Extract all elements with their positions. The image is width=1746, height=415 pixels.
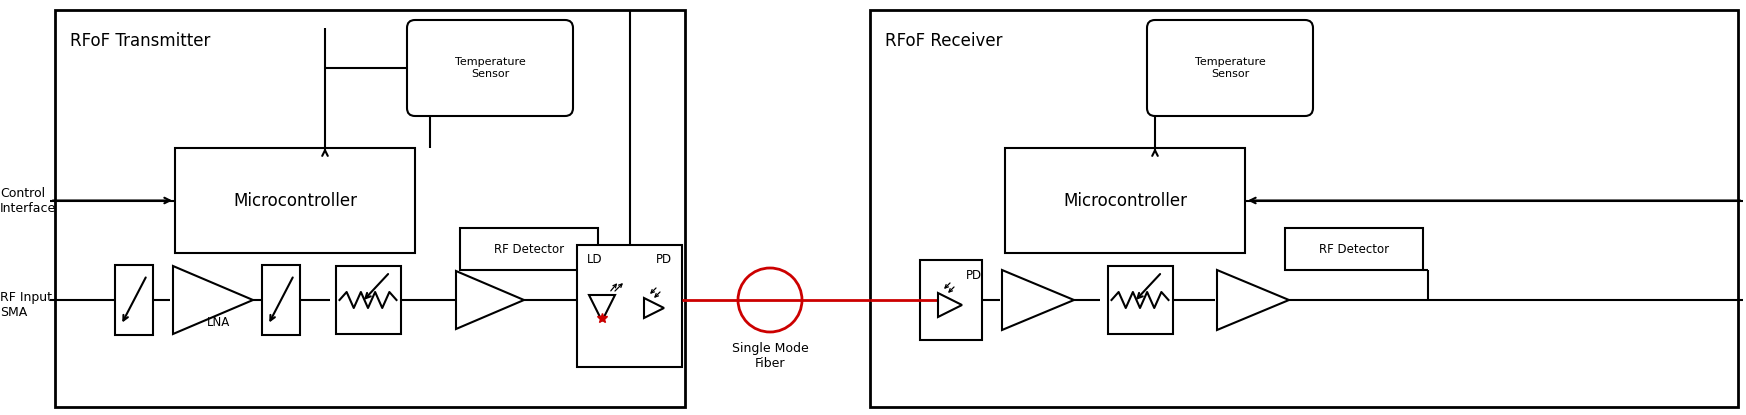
Text: LNA: LNA <box>206 315 230 329</box>
Text: Single Mode
Fiber: Single Mode Fiber <box>732 342 808 370</box>
Bar <box>1006 148 1245 253</box>
Text: Microcontroller: Microcontroller <box>1063 191 1187 210</box>
Bar <box>1285 228 1423 270</box>
Bar <box>576 245 683 367</box>
Polygon shape <box>588 295 615 321</box>
Text: Temperature
Sensor: Temperature Sensor <box>454 57 526 79</box>
Text: RFoF Receiver: RFoF Receiver <box>885 32 1002 50</box>
Bar <box>175 148 416 253</box>
Text: RF Input
SMA: RF Input SMA <box>0 291 52 319</box>
Bar <box>262 265 300 335</box>
Text: LD: LD <box>587 252 602 266</box>
Text: RF Detector: RF Detector <box>1318 242 1390 256</box>
Polygon shape <box>644 298 663 318</box>
Bar <box>870 10 1737 407</box>
Polygon shape <box>173 266 253 334</box>
Bar <box>920 260 981 340</box>
Polygon shape <box>1002 270 1074 330</box>
Text: RF Detector: RF Detector <box>494 242 564 256</box>
Polygon shape <box>938 293 962 317</box>
FancyBboxPatch shape <box>1147 20 1313 116</box>
Text: Control
Interface: Control Interface <box>0 186 56 215</box>
Bar <box>335 266 400 334</box>
Bar <box>1107 266 1173 334</box>
Text: Microcontroller: Microcontroller <box>232 191 356 210</box>
Bar <box>115 265 154 335</box>
Polygon shape <box>1217 270 1289 330</box>
Text: PD: PD <box>966 269 981 281</box>
Bar <box>459 228 597 270</box>
Polygon shape <box>456 271 524 329</box>
FancyBboxPatch shape <box>407 20 573 116</box>
Text: RFoF Transmitter: RFoF Transmitter <box>70 32 210 50</box>
Text: Temperature
Sensor: Temperature Sensor <box>1194 57 1266 79</box>
Text: PD: PD <box>656 252 672 266</box>
Bar <box>56 10 684 407</box>
